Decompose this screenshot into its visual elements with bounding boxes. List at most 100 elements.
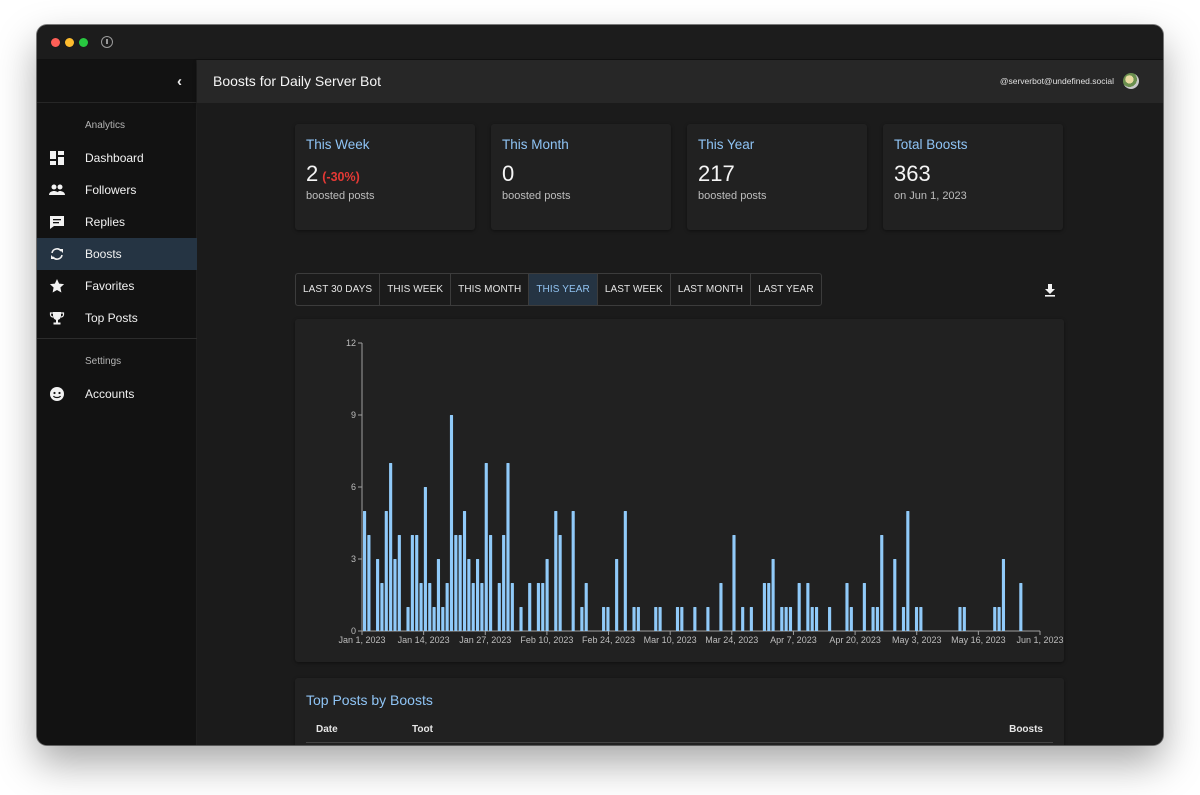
column-header-boosts[interactable]: Boosts xyxy=(1009,724,1043,735)
x-tick-label: Apr 7, 2023 xyxy=(770,635,817,645)
avatar[interactable] xyxy=(1123,73,1139,89)
page-title: Boosts for Daily Server Bot xyxy=(213,73,382,89)
bar xyxy=(606,607,610,631)
stat-card-title: This Week xyxy=(306,137,370,152)
bar xyxy=(389,463,393,631)
download-status-icon[interactable] xyxy=(101,36,113,48)
bar xyxy=(615,559,619,631)
table-header-divider xyxy=(306,742,1053,743)
bar xyxy=(506,463,510,631)
bar xyxy=(762,583,766,631)
boosts-chart: 0 3 6 9 12 Jan 1, 2023 Jan 14, 2023 Jan 27, 202… xyxy=(295,319,1064,662)
bar xyxy=(632,607,636,631)
y-tick-label: 9 xyxy=(351,410,356,420)
bar xyxy=(749,607,753,631)
tab-last-week[interactable]: LAST WEEK xyxy=(598,274,671,305)
bar xyxy=(415,535,419,631)
stat-card-subtitle: boosted posts xyxy=(306,190,375,202)
stat-card-this-year: This Year 217 boosted posts xyxy=(687,124,867,230)
column-header-date[interactable]: Date xyxy=(316,724,338,735)
bar xyxy=(958,607,962,631)
bar xyxy=(449,415,454,631)
comment-icon xyxy=(50,216,64,229)
main-content: This Week 2 (-30%) boosted posts This Mon… xyxy=(197,103,1163,745)
bar xyxy=(554,511,558,631)
sidebar-item-top-posts[interactable]: Top Posts xyxy=(37,302,197,334)
bar-chart-svg: 0 3 6 9 12 Jan 1, 2023 Jan 14, 2023 Jan 27, 202… xyxy=(338,338,1063,645)
bar xyxy=(780,607,784,631)
close-window-button[interactable] xyxy=(51,38,60,47)
bar xyxy=(658,607,662,631)
bar xyxy=(788,607,793,631)
bar xyxy=(571,511,575,631)
bar xyxy=(467,559,471,631)
bar xyxy=(545,559,549,631)
stat-card-value-row: 217 xyxy=(698,161,735,187)
stat-card-title: This Month xyxy=(502,137,569,152)
bar xyxy=(680,607,684,631)
tab-this-month[interactable]: THIS MONTH xyxy=(451,274,530,305)
bar xyxy=(919,607,923,631)
sidebar-item-followers[interactable]: Followers xyxy=(37,174,197,206)
bar xyxy=(497,583,501,631)
sidebar-divider xyxy=(37,338,197,339)
bar xyxy=(654,607,658,631)
bar xyxy=(393,559,397,631)
bar xyxy=(410,535,414,631)
stat-card-value-row: 2 (-30%) xyxy=(306,161,360,187)
title-bar xyxy=(37,25,1163,60)
bar xyxy=(519,607,523,631)
tab-last-month[interactable]: LAST MONTH xyxy=(671,274,752,305)
bar xyxy=(476,559,480,631)
app-window: ‹ Analytics Dashboard Followers Replies xyxy=(37,25,1163,745)
bar xyxy=(623,511,627,631)
tab-this-week[interactable]: THIS WEEK xyxy=(380,274,452,305)
bar xyxy=(906,511,910,631)
tab-last-year[interactable]: LAST YEAR xyxy=(758,284,814,295)
bar xyxy=(771,559,775,631)
column-header-toot[interactable]: Toot xyxy=(412,724,433,735)
bar xyxy=(806,583,810,631)
bar xyxy=(797,583,801,631)
bar xyxy=(862,583,866,631)
sidebar-item-favorites[interactable]: Favorites xyxy=(37,270,197,302)
x-tick-label: Mar 10, 2023 xyxy=(644,635,697,645)
stat-card-title: This Year xyxy=(698,137,755,152)
collapse-sidebar-icon[interactable]: ‹ xyxy=(177,73,182,90)
tab-this-year[interactable]: THIS YEAR xyxy=(529,274,598,305)
period-tab-group: LAST 30 DAYS THIS WEEK THIS MONTH THIS Y… xyxy=(295,273,822,306)
y-tick-label: 0 xyxy=(351,626,356,636)
bar xyxy=(693,607,697,631)
stat-card-this-month: This Month 0 boosted posts xyxy=(491,124,671,230)
sidebar-item-replies[interactable]: Replies xyxy=(37,206,197,238)
bar xyxy=(480,583,484,631)
stat-card-subtitle: on Jun 1, 2023 xyxy=(894,190,967,202)
x-tick-label: May 3, 2023 xyxy=(892,635,942,645)
tab-last-30-days[interactable]: LAST 30 DAYS xyxy=(296,274,381,305)
bar xyxy=(462,511,467,631)
sidebar-item-label: Top Posts xyxy=(85,311,138,325)
sidebar-item-label: Replies xyxy=(85,215,126,229)
stat-card-value: 217 xyxy=(698,161,735,186)
bar xyxy=(901,607,906,631)
minimize-window-button[interactable] xyxy=(65,38,74,47)
bar xyxy=(580,607,584,631)
bar xyxy=(849,607,853,631)
bar xyxy=(784,607,788,631)
account-handle[interactable]: @serverbot@undefined.social xyxy=(999,76,1114,86)
sidebar-item-boosts[interactable]: Boosts xyxy=(37,238,197,270)
bar xyxy=(458,535,462,631)
bar xyxy=(502,535,506,631)
bar xyxy=(719,583,723,631)
sidebar-item-accounts[interactable]: Accounts xyxy=(37,378,197,410)
sidebar-item-label: Accounts xyxy=(85,387,135,401)
download-icon[interactable] xyxy=(1043,283,1057,297)
y-tick-label: 6 xyxy=(351,482,356,492)
bar xyxy=(541,583,545,631)
stat-card-total-boosts: Total Boosts 363 on Jun 1, 2023 xyxy=(883,124,1063,230)
bar xyxy=(810,607,814,631)
bar xyxy=(584,583,588,631)
sidebar-item-dashboard[interactable]: Dashboard xyxy=(37,142,197,174)
bar xyxy=(419,583,423,631)
zoom-window-button[interactable] xyxy=(79,38,88,47)
